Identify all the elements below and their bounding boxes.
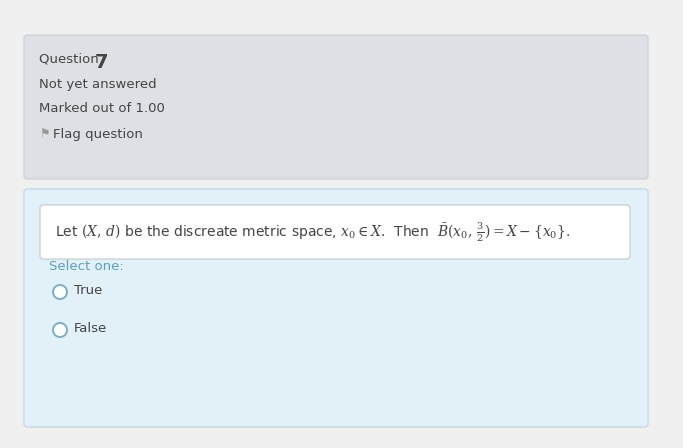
Circle shape — [53, 285, 67, 299]
Circle shape — [53, 323, 67, 337]
FancyBboxPatch shape — [40, 205, 630, 259]
Text: Let $(X,\,d)$ be the discreate metric space, $x_0 \in X$.  Then  $\bar{B}(x_0,\,: Let $(X,\,d)$ be the discreate metric sp… — [55, 220, 570, 244]
FancyBboxPatch shape — [24, 35, 648, 179]
Text: ⚑: ⚑ — [39, 128, 49, 141]
Text: Not yet answered: Not yet answered — [39, 78, 156, 91]
Text: Select one:: Select one: — [49, 260, 124, 273]
Text: Question: Question — [39, 52, 103, 65]
Text: 7: 7 — [95, 53, 109, 72]
Text: Flag question: Flag question — [53, 128, 143, 141]
Text: Marked out of 1.00: Marked out of 1.00 — [39, 102, 165, 115]
Text: True: True — [74, 284, 102, 297]
Text: False: False — [74, 323, 107, 336]
FancyBboxPatch shape — [24, 189, 648, 427]
